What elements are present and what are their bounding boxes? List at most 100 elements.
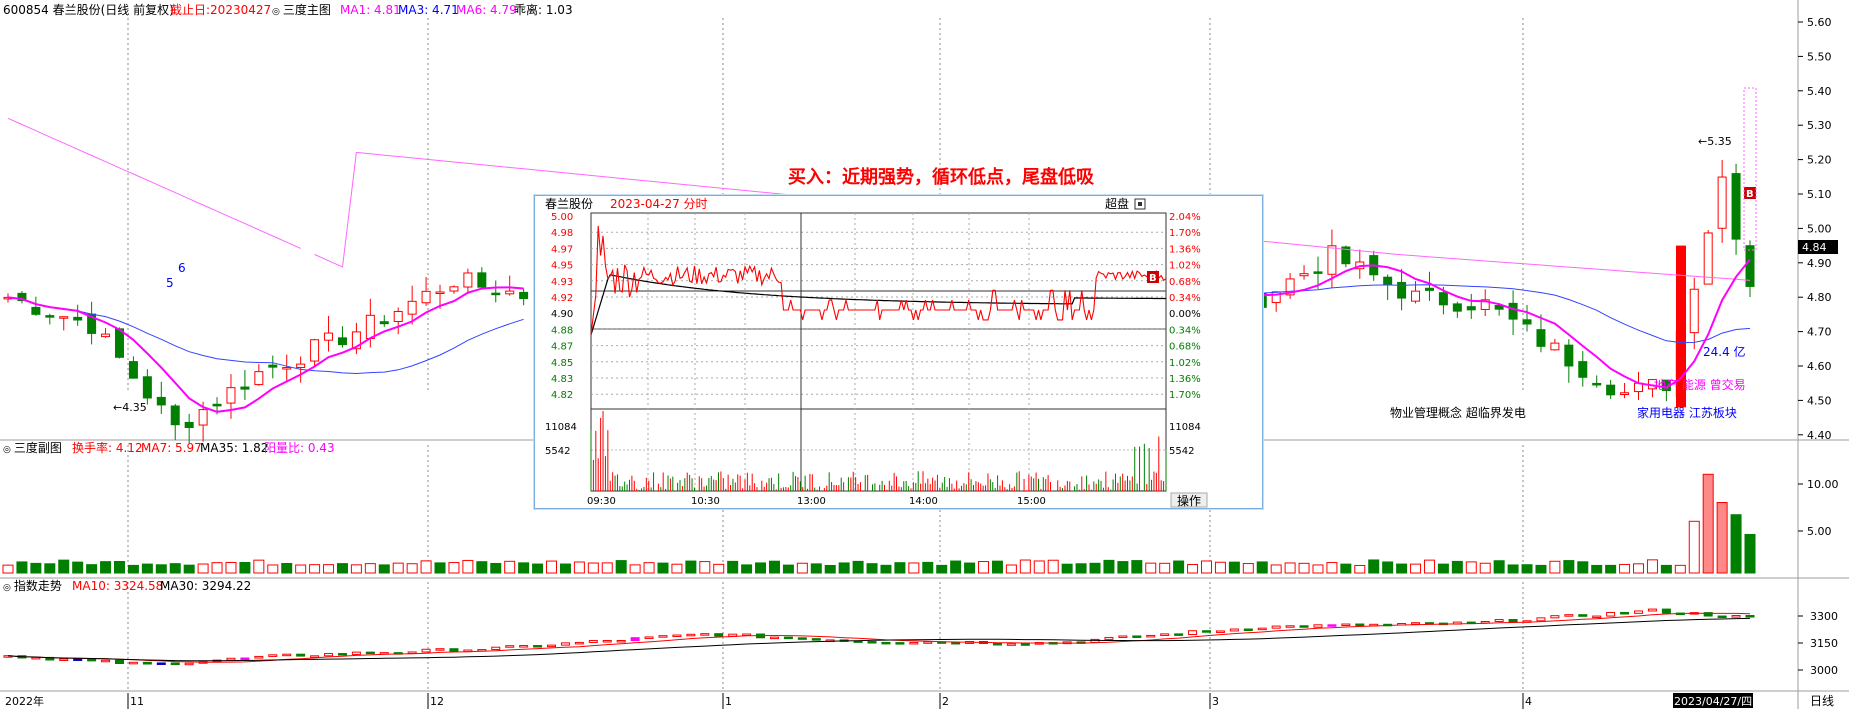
deviation-value: 乖离: 1.03 bbox=[514, 2, 573, 17]
candle-body bbox=[1299, 273, 1309, 277]
index-candle bbox=[519, 645, 529, 648]
index-candle bbox=[1313, 624, 1323, 628]
price-tick: 5.40 bbox=[1807, 85, 1832, 98]
intraday-mode[interactable]: 超盘 bbox=[1105, 196, 1129, 211]
index-candle bbox=[59, 658, 69, 661]
intraday-volume-tick: 5542 bbox=[1169, 446, 1194, 457]
index-dropdown[interactable]: ◎ 指数走势 bbox=[3, 578, 62, 593]
volume-bar bbox=[1479, 562, 1491, 574]
candle-body bbox=[282, 367, 292, 370]
index-candle bbox=[1118, 635, 1128, 638]
volume-bar bbox=[1075, 563, 1087, 574]
indicator-dropdown[interactable]: ◎ 三度主图 bbox=[272, 2, 331, 17]
high-price-label: ←5.35 bbox=[1698, 135, 1732, 148]
candle-body bbox=[128, 361, 138, 379]
intraday-price-line bbox=[590, 225, 1167, 335]
price-tick: 5.60 bbox=[1807, 16, 1832, 29]
index-candle bbox=[1647, 608, 1657, 612]
index-candle bbox=[128, 661, 138, 665]
volume-bar bbox=[1521, 564, 1533, 574]
candle-body bbox=[1313, 271, 1323, 274]
cutoff-date: 截止日:20230427 bbox=[170, 3, 271, 17]
volume-bar bbox=[490, 562, 502, 574]
time-label: 3 bbox=[1212, 695, 1219, 708]
volume-bar bbox=[281, 562, 293, 574]
ma7-vol-value: MA7: 5.97 bbox=[141, 441, 202, 455]
index-candle bbox=[1006, 643, 1016, 646]
index-candle bbox=[616, 639, 626, 643]
volume-bar bbox=[908, 562, 920, 574]
volume-bar bbox=[1493, 560, 1505, 574]
intraday-volume-tick: 11084 bbox=[1169, 422, 1201, 433]
intraday-popup[interactable]: 春兰股份 2023-04-27 分时 超盘 5.00 2.04% 4.98 1.70%… bbox=[534, 195, 1263, 509]
candle-body bbox=[519, 291, 529, 300]
intraday-price-tick: 5.00 bbox=[551, 212, 573, 223]
candle-body bbox=[240, 386, 250, 390]
volume-bar bbox=[1340, 563, 1352, 574]
candle-body bbox=[337, 337, 347, 346]
index-candle bbox=[1661, 608, 1671, 614]
index-candle bbox=[268, 654, 278, 657]
volume-bar bbox=[197, 563, 209, 574]
volume-bar bbox=[127, 564, 139, 574]
index-candle bbox=[114, 659, 124, 665]
volume-bar bbox=[30, 562, 42, 574]
intraday-pct-tick: 1.70% bbox=[1169, 228, 1201, 239]
candle-body bbox=[351, 331, 361, 350]
candle-body bbox=[463, 272, 473, 288]
volume-bar bbox=[72, 561, 84, 574]
index-candle bbox=[1257, 627, 1267, 631]
volume-bar bbox=[378, 564, 390, 574]
b-marker bbox=[1744, 187, 1756, 199]
index-ma30: MA30: 3294.22 bbox=[160, 579, 251, 593]
ma3-value: MA3: 4.71 bbox=[398, 3, 459, 17]
index-candle bbox=[1578, 614, 1588, 617]
index-candle bbox=[1271, 625, 1281, 629]
volume-bar bbox=[1688, 520, 1700, 574]
index-candle bbox=[1215, 630, 1225, 633]
intraday-price-tick: 4.85 bbox=[551, 358, 573, 369]
intraday-b-marker-label: B bbox=[1149, 273, 1157, 284]
volume-bar bbox=[1423, 559, 1435, 574]
volume-bar bbox=[587, 562, 599, 574]
index-candle bbox=[1299, 625, 1309, 628]
candle-body bbox=[1564, 344, 1574, 367]
volume-bar bbox=[713, 563, 725, 574]
candle-body bbox=[1578, 361, 1588, 378]
volume-bar bbox=[573, 561, 585, 574]
volume-bar bbox=[155, 564, 167, 574]
intraday-toggle-icon[interactable] bbox=[1134, 198, 1146, 210]
volume-bar bbox=[336, 563, 348, 574]
market-cap: 24.4 亿 bbox=[1703, 344, 1746, 359]
candle-body bbox=[31, 306, 41, 315]
intraday-pct-tick: 0.34% bbox=[1169, 293, 1201, 304]
intraday-pct-tick: 1.36% bbox=[1169, 244, 1201, 255]
period-label[interactable]: 日线 bbox=[1810, 694, 1834, 708]
index-candle bbox=[1620, 611, 1630, 615]
index-tick: 3300 bbox=[1810, 610, 1838, 623]
intraday-date: 2023-04-27 分时 bbox=[610, 197, 708, 211]
candle-body bbox=[1397, 281, 1407, 299]
candle-body bbox=[142, 376, 152, 399]
index-candle bbox=[1229, 628, 1239, 632]
volume-bar bbox=[768, 560, 780, 574]
stock-title: 600854 春兰股份(日线 前复权) bbox=[3, 2, 174, 17]
volume-bar bbox=[1312, 564, 1324, 574]
current-price-box bbox=[1798, 240, 1838, 254]
index-candle bbox=[909, 641, 919, 645]
intraday-time-label: 15:00 bbox=[1017, 496, 1046, 507]
low-price-label: ←4.35 bbox=[113, 401, 147, 414]
index-candle bbox=[73, 658, 83, 661]
yang-ratio-value: 阳量比: 0.43 bbox=[264, 441, 335, 455]
volume-bar bbox=[1702, 473, 1714, 574]
intraday-time-label: 13:00 bbox=[797, 496, 826, 507]
volume-bar bbox=[1507, 564, 1519, 574]
volume-bar bbox=[1033, 560, 1045, 574]
candle-body bbox=[421, 290, 431, 304]
price-tick: 4.50 bbox=[1807, 394, 1832, 407]
volume-bar bbox=[225, 561, 237, 574]
volume-bar bbox=[1437, 563, 1449, 574]
intraday-volume-tick: 11084 bbox=[545, 422, 577, 433]
sub-indicator-dropdown[interactable]: ◎ 三度副图 bbox=[3, 440, 62, 455]
operate-button[interactable] bbox=[1170, 492, 1208, 508]
